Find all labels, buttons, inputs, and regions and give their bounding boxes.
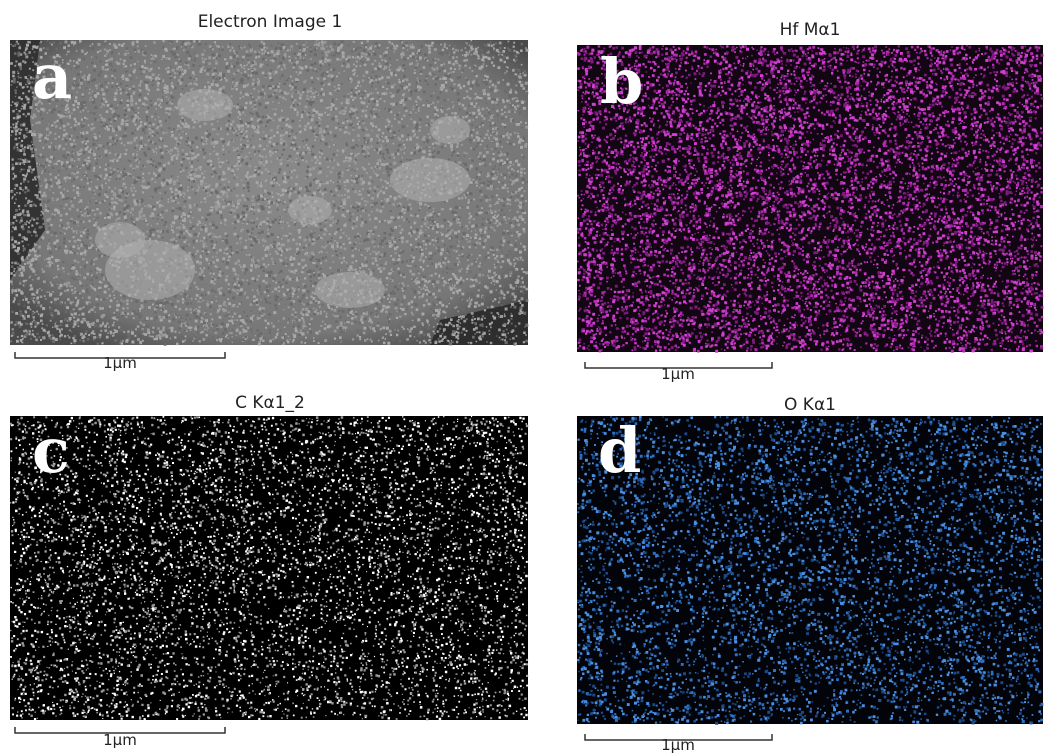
panel-letter: d xyxy=(598,414,641,487)
particle xyxy=(288,196,332,224)
scale-label: 1μm xyxy=(661,365,695,383)
figure: Electron Image 1 a 1μm Hf Mα1 b 1μm C Kα… xyxy=(0,0,1044,753)
panel-letter: b xyxy=(600,45,643,118)
particle xyxy=(390,158,470,202)
particle xyxy=(177,89,233,121)
panel-a: Electron Image 1 a 1μm xyxy=(10,12,528,372)
panel-c: C Kα1_2 c 1μm xyxy=(10,393,528,749)
panel-title: Hf Mα1 xyxy=(780,20,841,40)
scale-label: 1μm xyxy=(661,736,695,753)
panel-title: Electron Image 1 xyxy=(198,12,343,32)
scale-label: 1μm xyxy=(103,354,137,372)
panel-letter: c xyxy=(32,414,70,487)
panel-letter: a xyxy=(32,40,72,113)
panel-d: O Kα1 d 1μm xyxy=(577,395,1043,753)
particle xyxy=(95,222,145,258)
scale-label: 1μm xyxy=(103,731,137,749)
panel-title: O Kα1 xyxy=(784,395,836,415)
panel-title: C Kα1_2 xyxy=(235,393,305,413)
particle xyxy=(315,272,385,308)
panel-b: Hf Mα1 b 1μm xyxy=(577,20,1043,383)
particle xyxy=(430,116,470,144)
